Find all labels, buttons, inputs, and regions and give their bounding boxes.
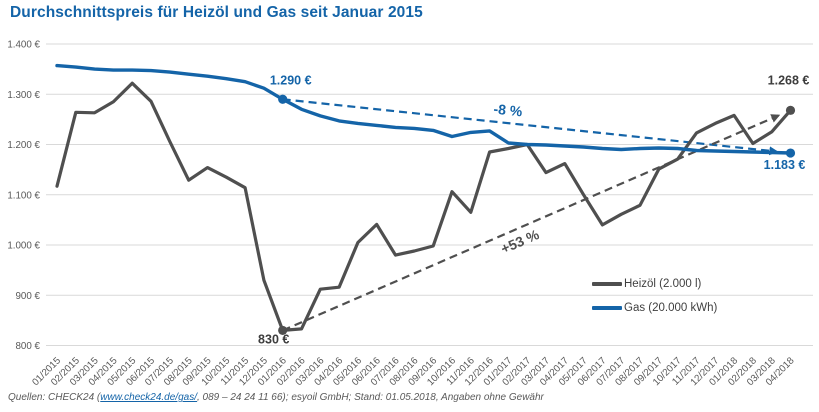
source-note-prefix: Quellen: CHECK24 ( [8, 392, 101, 403]
source-note: Quellen: CHECK24 (www.check24.de/gas/, 0… [8, 392, 544, 403]
gas-start-dot [278, 94, 288, 104]
gas-line-swatch [592, 306, 622, 310]
y-tick-label: 1.300 € [7, 90, 40, 101]
oil-trend-percent-label: +53 % [498, 226, 542, 257]
source-note-suffix: , 089 – 24 24 11 66); esyoil GmbH; Stand… [196, 392, 544, 403]
legend-label-heizoel: Heizöl (2.000 l) [624, 278, 702, 290]
legend-item-gas: Gas (20.000 kWh) [592, 296, 717, 320]
legend-label-gas: Gas (20.000 kWh) [624, 302, 718, 314]
gas-end-dot [785, 148, 796, 158]
legend-item-heizoel: Heizöl (2.000 l) [592, 272, 717, 296]
y-tick-label: 800 € [15, 341, 40, 352]
oil-start-dot [278, 325, 288, 336]
gas-line [55, 63, 793, 155]
page-title: Durchschnittspreis für Heizöl und Gas se… [10, 4, 423, 21]
y-tick-label: 1.100 € [7, 190, 40, 201]
y-tick-label: 1.000 € [7, 241, 40, 252]
y-tick-label: 1.400 € [7, 40, 40, 51]
oil-end-value-label: 1.268 € [768, 73, 810, 87]
gas-trend-dashed-arrow [282, 98, 779, 156]
chart-legend: Heizöl (2.000 l) Gas (20.000 kWh) [592, 272, 717, 320]
check24-gas-link[interactable]: www.check24.de/gas/ [100, 392, 197, 403]
y-tick-label: 1.200 € [7, 140, 40, 151]
gas-end-value-label: 1.183 € [764, 158, 806, 172]
heizoel-line [55, 81, 793, 332]
oil-end-dot [785, 105, 796, 115]
gas-trend-percent-label: -8 % [493, 101, 524, 120]
heizoel-line-swatch [592, 282, 622, 286]
y-tick-label: 900 € [15, 291, 40, 302]
oil-start-value-label: 830 € [258, 332, 289, 346]
gas-start-value-label: 1.290 € [270, 73, 312, 87]
